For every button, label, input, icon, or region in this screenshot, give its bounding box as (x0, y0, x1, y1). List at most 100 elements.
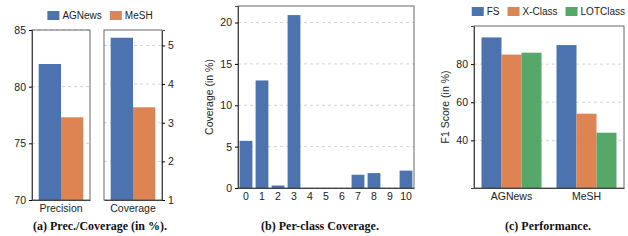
x-axis: Coverage (105, 200, 163, 214)
y-tick-label: 70 (14, 194, 26, 206)
x-tick: Precision (39, 200, 82, 214)
grid (238, 23, 414, 188)
y-axis-title: Coverage (in %) (203, 59, 215, 135)
plot-background (238, 6, 414, 188)
x-tick: 1 (259, 188, 265, 202)
y-tick-label: 5 (226, 140, 232, 152)
legend-swatch (47, 11, 59, 20)
legend-label: FS (487, 6, 500, 17)
legend-label: LOTClass (581, 6, 625, 17)
x-tick-label: Precision (39, 202, 82, 214)
figure: 70758085Precision(a) Prec./Coverage (in … (0, 0, 628, 236)
legend-label: AGNews (62, 10, 101, 21)
x-tick: 0 (243, 188, 249, 202)
y-axis-line (471, 27, 475, 189)
y-tick-mark (29, 30, 32, 31)
bar (597, 133, 617, 188)
y-tick-mark (29, 200, 32, 201)
y-axis-title: F1 Score (in %) (439, 71, 451, 144)
x-tick-label: 7 (355, 190, 361, 202)
y-tick-label: 3 (168, 117, 174, 129)
bar (111, 38, 133, 200)
y-tick-mark (162, 161, 165, 162)
y-tick: 3 (162, 117, 174, 129)
plot-frame (474, 26, 624, 188)
y-tick: 60 (456, 96, 474, 108)
y-tick-label: 10 (220, 99, 232, 111)
y-tick-mark (235, 188, 238, 189)
caption: (a) Prec./Coverage (in %). (33, 219, 167, 233)
x-tick-label: 3 (291, 190, 297, 202)
y-tick-label: 4 (168, 78, 174, 90)
x-tick: Coverage (110, 200, 156, 214)
x-axis: AGNews MeSH (475, 188, 625, 202)
legend-item: MeSH (110, 10, 153, 21)
y-tick: 75 (14, 137, 32, 149)
y-tick-label: 1 (168, 194, 174, 206)
legend-label: MeSH (125, 10, 153, 21)
panel: 05101520012345678910Coverage (in %)(b) P… (203, 6, 415, 233)
grid-line (238, 63, 414, 64)
y-tick-mark (471, 140, 474, 141)
legend-item: AGNews (47, 10, 101, 21)
x-tick-label: 9 (387, 190, 393, 202)
caption: (c) Performance. (505, 219, 591, 233)
grid (32, 30, 90, 200)
y-tick-mark (471, 64, 474, 65)
x-tick-label: 5 (323, 190, 329, 202)
x-tick: 7 (355, 188, 361, 202)
plot-frame (32, 30, 90, 200)
caption: (b) Per-class Coverage. (261, 219, 379, 233)
y-tick-mark (162, 123, 165, 124)
y-tick: 15 (220, 58, 238, 70)
bar (400, 171, 413, 188)
y-tick: 80 (14, 81, 32, 93)
x-tick-label: 0 (243, 190, 249, 202)
plot-frame (238, 6, 414, 188)
legend-item: LOTClass (566, 6, 625, 17)
x-axis-line (475, 188, 625, 189)
y-tick-mark (235, 64, 238, 65)
x-tick-label: AGNews (491, 190, 532, 202)
x-tick: 3 (291, 188, 297, 202)
panel: 70 75 80 85 Precision (a) Prec./Coverage (in … (14, 10, 167, 233)
x-tick-label: 10 (400, 190, 412, 202)
x-tick-label: MeSH (572, 190, 601, 202)
y-tick-label: 40 (456, 134, 468, 146)
legend-swatch (110, 11, 122, 20)
y-tick-label: 85 (14, 24, 26, 36)
bars (482, 37, 617, 188)
y-tick: 80 (456, 58, 474, 70)
legend-swatch (472, 7, 484, 16)
x-tick: 4 (307, 188, 313, 202)
y-tick: 4 (162, 78, 174, 90)
y-tick: 5 (162, 39, 174, 51)
x-tick: 10 (400, 188, 412, 202)
legend: AGNews MeSH (47, 10, 152, 21)
bar (557, 45, 577, 188)
legend: FS X-Class LOTClass (472, 6, 625, 17)
legend-label: X-Class (523, 6, 558, 17)
bar (240, 141, 253, 188)
x-tick-label: Coverage (110, 202, 156, 214)
y-tick-mark (235, 23, 238, 24)
y-tick: 1 (162, 194, 174, 206)
bar (482, 37, 502, 188)
y-tick-mark (235, 147, 238, 148)
y-tick-label: 0 (226, 182, 232, 194)
y-axis: 70 75 80 85 (14, 24, 32, 206)
x-tick-label: 8 (371, 190, 377, 202)
y-axis-line (163, 31, 166, 201)
bar (577, 114, 597, 188)
x-tick: 5 (323, 188, 329, 202)
y-axis: 40 60 80 (456, 27, 474, 189)
y-tick-label: 2 (168, 155, 174, 167)
y-tick-label: 20 (220, 16, 232, 28)
y-tick: 10 (220, 99, 238, 111)
bar (502, 55, 522, 188)
x-tick: AGNews (491, 188, 532, 202)
y-tick-label: 5 (168, 39, 174, 51)
bars (240, 15, 413, 188)
y-tick: 20 (220, 16, 238, 28)
plot-background (474, 26, 624, 188)
